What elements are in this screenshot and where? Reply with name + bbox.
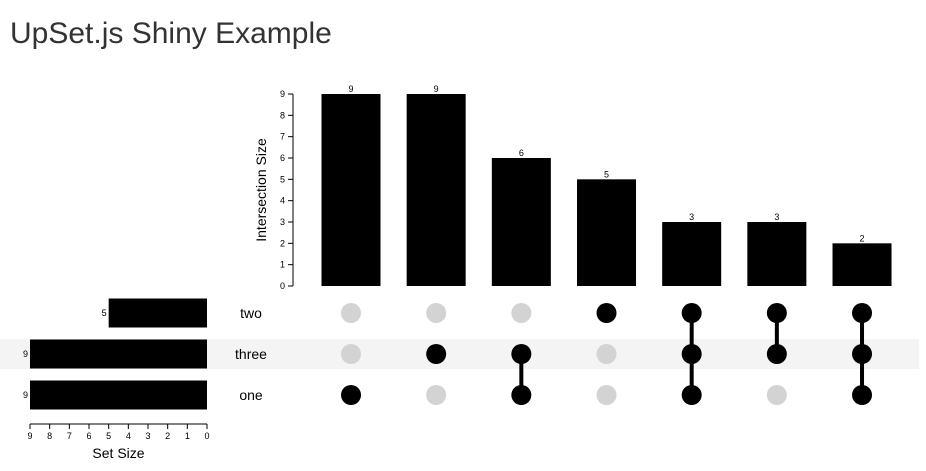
set-bar-one[interactable] bbox=[30, 380, 207, 410]
intersection-bar-label: 9 bbox=[434, 84, 439, 94]
set-bar-two[interactable] bbox=[108, 298, 207, 328]
set-name-three[interactable]: three bbox=[235, 346, 267, 362]
set-tick-label: 0 bbox=[204, 431, 209, 441]
intersection-tick-label: 6 bbox=[280, 153, 285, 163]
intersection-bar-label: 5 bbox=[604, 169, 609, 179]
intersection-tick-label: 0 bbox=[280, 281, 285, 291]
matrix-dot-active bbox=[766, 344, 787, 364]
matrix-dot-inactive bbox=[596, 385, 617, 405]
matrix-dot-active bbox=[341, 385, 361, 405]
intersection-bar-label: 3 bbox=[774, 212, 779, 222]
intersection-bar[interactable] bbox=[491, 158, 551, 286]
matrix-dot-inactive bbox=[511, 303, 532, 323]
set-tick-label: 9 bbox=[27, 431, 32, 441]
intersection-tick-label: 8 bbox=[280, 110, 285, 120]
intersection-bar[interactable] bbox=[662, 222, 722, 286]
matrix-dot-active bbox=[511, 344, 532, 364]
matrix-dot-active bbox=[596, 303, 617, 323]
intersection-bar[interactable] bbox=[406, 94, 466, 286]
matrix-dot-active bbox=[681, 385, 702, 405]
intersection-bar[interactable] bbox=[321, 94, 381, 286]
intersection-axis-title: Intersection Size bbox=[253, 138, 269, 242]
intersection-tick-label: 9 bbox=[280, 89, 285, 99]
matrix-dot-active bbox=[852, 385, 873, 405]
intersection-bar[interactable] bbox=[577, 179, 637, 286]
set-tick-label: 1 bbox=[185, 431, 190, 441]
set-bar-label: 5 bbox=[102, 308, 107, 318]
set-bar-label: 9 bbox=[23, 349, 28, 359]
intersection-tick-label: 5 bbox=[280, 174, 285, 184]
set-name-two[interactable]: two bbox=[240, 305, 262, 321]
intersection-bar-label: 9 bbox=[348, 84, 353, 94]
matrix-dot-active bbox=[852, 303, 873, 323]
matrix-dot-inactive bbox=[766, 385, 787, 405]
set-bar-three[interactable] bbox=[30, 339, 207, 369]
matrix-dot-active bbox=[426, 344, 447, 364]
intersection-tick-label: 1 bbox=[280, 260, 285, 270]
set-tick-label: 8 bbox=[47, 431, 52, 441]
matrix-dot-inactive bbox=[426, 385, 447, 405]
intersection-bar-label: 3 bbox=[689, 212, 694, 222]
page-title: UpSet.js Shiny Example bbox=[10, 17, 332, 50]
set-tick-label: 2 bbox=[165, 431, 170, 441]
intersection-bar[interactable] bbox=[832, 243, 892, 286]
set-bar-label: 9 bbox=[23, 390, 28, 400]
intersection-tick-label: 2 bbox=[280, 238, 285, 248]
intersection-tick-label: 7 bbox=[280, 132, 285, 142]
matrix-dot-inactive bbox=[596, 344, 617, 364]
set-axis-title: Set Size bbox=[92, 445, 144, 461]
set-tick-label: 7 bbox=[67, 431, 72, 441]
matrix-dot-active bbox=[511, 385, 532, 405]
set-tick-label: 3 bbox=[145, 431, 150, 441]
set-tick-label: 5 bbox=[106, 431, 111, 441]
matrix-dot-inactive bbox=[341, 303, 361, 323]
set-tick-label: 4 bbox=[126, 431, 131, 441]
matrix-dot-active bbox=[681, 303, 702, 323]
matrix-dot-active bbox=[681, 344, 702, 364]
matrix-dot-inactive bbox=[426, 303, 447, 323]
matrix-dot-active bbox=[766, 303, 787, 323]
set-name-one[interactable]: one bbox=[239, 387, 263, 403]
matrix-dot-active bbox=[852, 344, 873, 364]
intersection-bar-label: 6 bbox=[519, 148, 524, 158]
intersection-tick-label: 3 bbox=[280, 217, 285, 227]
intersection-bar[interactable] bbox=[747, 222, 807, 286]
intersection-tick-label: 4 bbox=[280, 196, 285, 206]
set-tick-label: 6 bbox=[86, 431, 91, 441]
matrix-dot-inactive bbox=[341, 344, 361, 364]
intersection-bar-label: 2 bbox=[860, 233, 865, 243]
